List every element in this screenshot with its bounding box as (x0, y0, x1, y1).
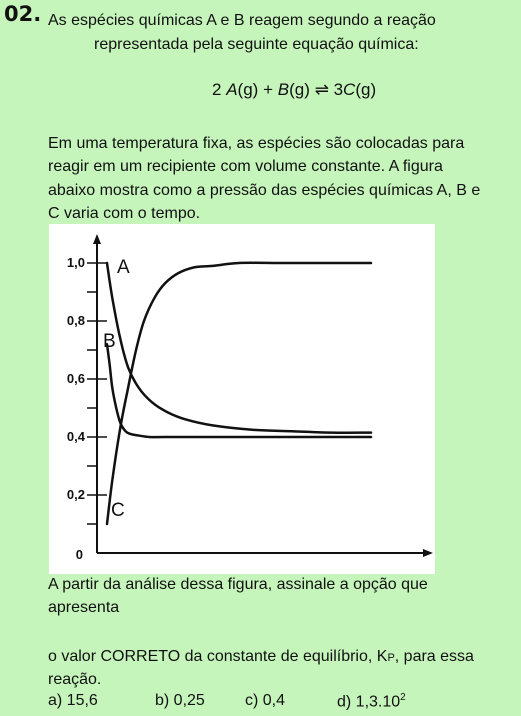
option-a[interactable]: a) 15,6 (48, 692, 98, 709)
para-line-3: abaixo mostra como a pressão das espécie… (48, 182, 481, 199)
y-tick-label-zero: 0 (76, 547, 83, 562)
kp-prefix: o valor CORRETO da constante de equilíbr… (48, 648, 388, 665)
question-number: 02. (4, 2, 42, 26)
state-c: (g) (355, 80, 377, 99)
kp-line-1: o valor CORRETO da constante de equilíbr… (48, 647, 474, 668)
series-label-b: B (103, 331, 116, 352)
coef-c: 3 (333, 80, 344, 99)
y-tick-label: 0,2 (67, 487, 85, 502)
y-axis-arrow (93, 234, 101, 244)
series-line-b (105, 342, 373, 439)
chemical-equation: 2 A(g) + B(g) ⇌ 3C(g) (212, 80, 376, 100)
option-d-exponent: 2 (400, 692, 406, 703)
series-label-c: C (111, 500, 125, 521)
option-c[interactable]: c) 0,4 (245, 692, 286, 709)
intro-line-2: representada pela seguinte equação quími… (94, 36, 419, 53)
equilibrium-arrow: ⇌ (314, 80, 329, 99)
para-line-4: C varia com o tempo. (48, 205, 201, 222)
option-b[interactable]: b) 0,25 (155, 692, 205, 709)
species-a: A (226, 80, 238, 99)
chart-svg: 1,0 0,8 0,6 0,4 0,2 0 A B C (67, 234, 433, 562)
y-tick-label: 0,4 (67, 429, 86, 444)
after-line-1: A partir da análise dessa figura, assina… (48, 576, 428, 593)
kp-line-2: reação. (48, 671, 102, 688)
y-tick-label: 0,8 (67, 313, 85, 328)
series-line-c (105, 261, 373, 526)
x-axis-arrow (423, 549, 433, 557)
para-line-2: reagir em um recipiente com volume const… (48, 158, 443, 175)
y-tick-label: 1,0 (67, 255, 85, 270)
kp-suffix: , para essa (394, 648, 474, 665)
series-line-a (105, 261, 373, 435)
plus-sign: + (263, 80, 273, 99)
option-d-base: d) 1,3.10 (337, 693, 401, 711)
option-d[interactable]: d) 1,3.102 (337, 692, 406, 711)
para-line-1: Em uma temperatura fixa, as espécies são… (48, 135, 465, 152)
state-b: (g) (289, 80, 310, 99)
coef-a: 2 (212, 80, 222, 99)
state-a: (g) (237, 80, 259, 99)
kp-subscript: P (387, 652, 395, 664)
series-label-a: A (117, 257, 130, 278)
y-tick-label: 0,6 (67, 371, 85, 386)
species-b: B (277, 80, 290, 99)
species-c: C (343, 80, 356, 99)
after-line-2: apresenta (48, 599, 120, 616)
intro-line-1: As espécies químicas A e B reagem segund… (48, 12, 436, 29)
pressure-time-chart: 1,0 0,8 0,6 0,4 0,2 0 A B C (49, 224, 435, 574)
